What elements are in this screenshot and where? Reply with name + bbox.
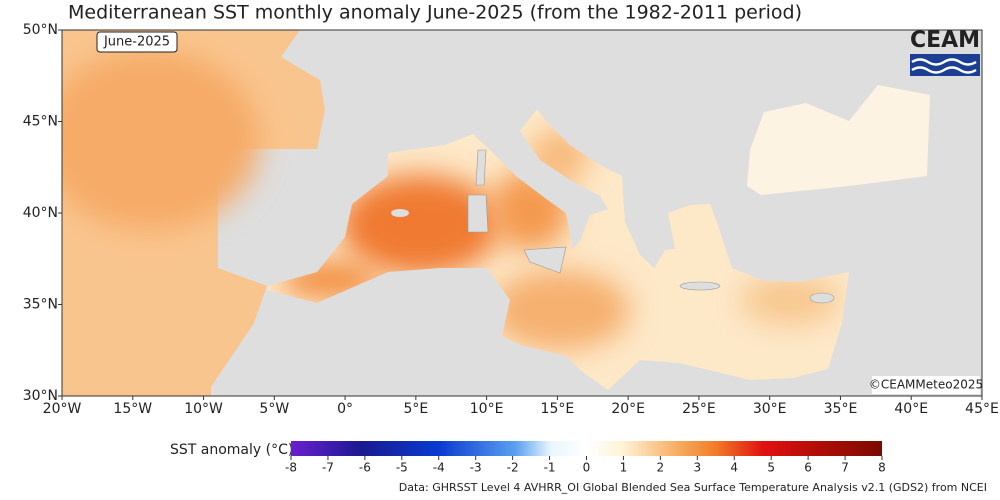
- colorbar-tick-label: -3: [470, 461, 482, 475]
- lon-tick-label: 0°: [337, 401, 353, 417]
- lon-tick-label: 10°W: [184, 401, 223, 417]
- lon-tick-label: 15°E: [541, 401, 575, 417]
- lon-tick-label: 35°E: [824, 401, 858, 417]
- colorbar-tick-label: 7: [841, 461, 849, 475]
- colorbar-tick-label: 2: [657, 461, 665, 475]
- date-label: June-2025: [103, 35, 170, 50]
- lat-tick-label: 35°N: [23, 297, 58, 313]
- colorbar-tick-label: -7: [322, 461, 334, 475]
- lat-tick-label: 40°N: [23, 205, 58, 221]
- lon-tick-label: 40°E: [894, 401, 928, 417]
- crete: [679, 281, 721, 291]
- colorbar-tick-label: 6: [804, 461, 812, 475]
- lon-tick-label: 20°W: [43, 401, 82, 417]
- credit: ©CEAMMeteo2025: [869, 378, 983, 392]
- colorbar-tick-label: 8: [878, 461, 886, 475]
- lon-tick-label: 25°E: [682, 401, 716, 417]
- colorbar-tick-label: 4: [730, 461, 738, 475]
- logo-text: CEAM: [910, 28, 980, 53]
- colorbar-tick-label: -5: [396, 461, 408, 475]
- colorbar-tick-label: -1: [544, 461, 556, 475]
- title: Mediterranean SST monthly anomaly June-2…: [68, 2, 802, 24]
- lat-tick-label: 45°N: [23, 114, 58, 130]
- map: [62, 30, 982, 396]
- colorbar-tick-label: -4: [433, 461, 445, 475]
- anomaly-patch: [62, 50, 260, 230]
- colorbar-tick-label: -6: [359, 461, 371, 475]
- lon-tick-label: 10°E: [470, 401, 504, 417]
- sicily: [523, 246, 567, 274]
- logo: CEAM: [910, 28, 980, 76]
- balearics: [391, 209, 409, 217]
- black-sea: [747, 85, 930, 195]
- lon-tick-label: 5°W: [259, 401, 289, 417]
- colorbar-tick-label: 3: [693, 461, 701, 475]
- colorbar-tick-label: 0: [583, 461, 591, 475]
- corsica: [475, 149, 487, 186]
- colorbar: [291, 441, 882, 456]
- cyprus: [809, 292, 835, 304]
- colorbar-label: SST anomaly (°C): [170, 442, 293, 458]
- sardinia: [467, 194, 489, 233]
- lon-tick-label: 20°E: [611, 401, 645, 417]
- lon-tick-label: 15°W: [113, 401, 152, 417]
- lat-tick-label: 50°N: [23, 22, 58, 38]
- colorbar-tick-label: 1: [620, 461, 628, 475]
- lon-tick-label: 5°E: [403, 401, 428, 417]
- colorbar-tick-label: -2: [507, 461, 519, 475]
- lon-tick-label: 45°E: [965, 401, 999, 417]
- colorbar-tick-label: 5: [767, 461, 775, 475]
- date-box: [96, 31, 178, 53]
- lon-tick-label: 30°E: [753, 401, 787, 417]
- credit-box: [872, 376, 980, 394]
- lat-tick-label: 30°N: [23, 388, 58, 404]
- colorbar-tick-label: -8: [285, 461, 297, 475]
- source: Data: GHRSST Level 4 AVHRR_OI Global Ble…: [399, 481, 987, 494]
